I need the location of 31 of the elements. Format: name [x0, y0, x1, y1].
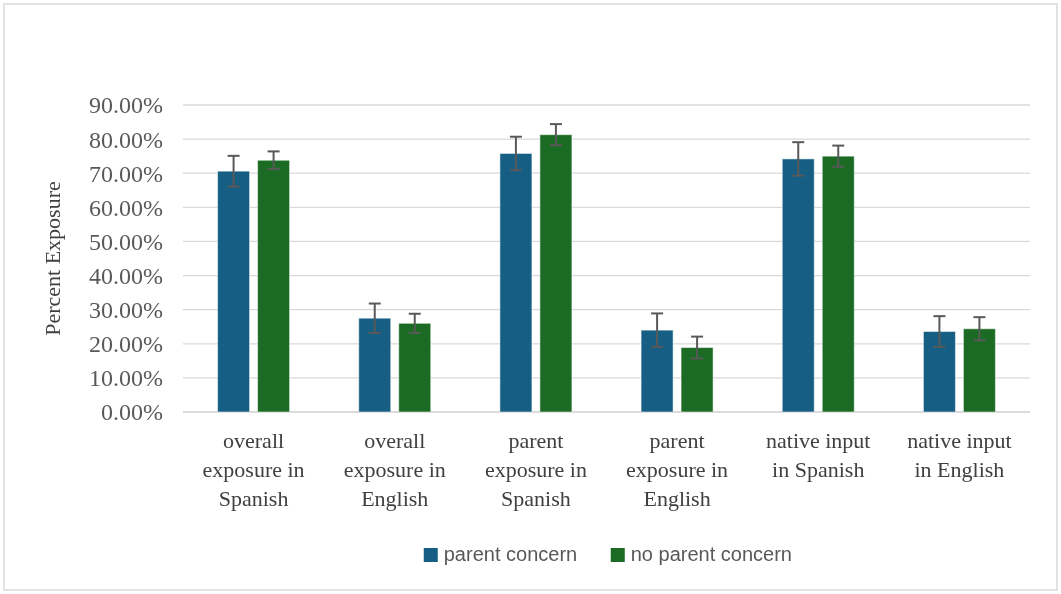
bar [499, 152, 533, 413]
y-tick-label: 50.00% [89, 228, 163, 255]
y-tick-label: 90.00% [89, 92, 163, 119]
y-tick-label: 10.00% [89, 365, 163, 392]
y-tick-label: 0.00% [101, 399, 163, 426]
y-tick-label: 40.00% [89, 262, 163, 289]
bar [640, 329, 674, 413]
bar [257, 159, 291, 413]
x-tick-label: parent exposure in English [626, 428, 729, 511]
bar [358, 317, 392, 413]
x-tick-label: native input in Spanish [766, 428, 871, 482]
legend-label: parent concern [443, 543, 578, 565]
bar [962, 328, 996, 413]
bar [539, 134, 573, 413]
x-tick-label: overall exposure in English [343, 428, 446, 511]
bar [781, 158, 815, 413]
x-tick-label: overall exposure in Spanish [202, 428, 305, 511]
y-tick-label: 70.00% [89, 160, 163, 187]
y-tick-label: 30.00% [89, 297, 163, 324]
bar [680, 347, 714, 413]
x-tick-label: native input in English [907, 428, 1012, 482]
legend-label: no parent concern [630, 543, 792, 565]
y-tick-label: 80.00% [89, 126, 163, 153]
bar [821, 155, 855, 413]
y-axis-title: Percent Exposure [40, 181, 65, 336]
bar [922, 331, 956, 413]
bar [217, 170, 251, 413]
y-tick-label: 20.00% [89, 331, 163, 358]
x-tick-label: parent exposure in Spanish [484, 428, 587, 511]
bar [398, 322, 432, 413]
y-tick-label: 60.00% [89, 194, 163, 221]
